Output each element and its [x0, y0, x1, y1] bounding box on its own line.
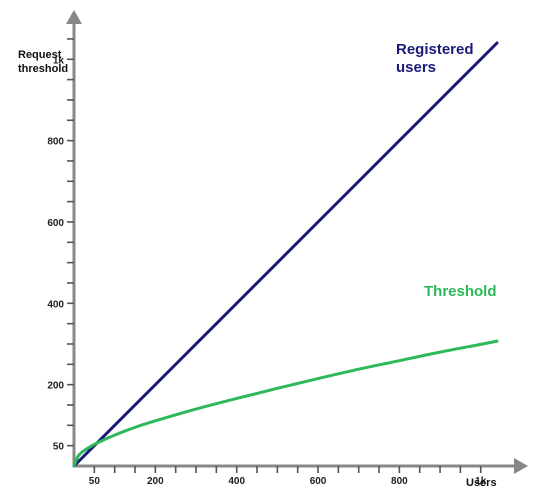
x-tick-label: 400 [228, 476, 245, 487]
x-tick-label: 800 [391, 476, 408, 487]
x-axis-title: Users [466, 477, 497, 489]
threshold-label: Threshold [424, 283, 497, 300]
y-tick-label: 1k [53, 55, 65, 66]
x-axis-arrow-icon [514, 458, 528, 474]
registered-users-label-line-1: Registered [396, 41, 474, 58]
y-tick-label: 200 [47, 381, 64, 392]
x-tick-label: 600 [310, 476, 327, 487]
x-tick-label: 200 [147, 476, 164, 487]
series-line-registered-users [72, 41, 499, 468]
y-tick-label: 400 [47, 299, 64, 310]
series-line-threshold [72, 339, 499, 468]
tick-labels: 50 200 400 600 800 1k 50 200 400 600 800 1k [47, 55, 486, 487]
y-tick-label: 800 [47, 137, 64, 148]
series-layer [72, 41, 499, 468]
minor-ticks [67, 38, 482, 473]
y-tick-label: 600 [47, 218, 64, 229]
y-axis-title-line-2: threshold [18, 63, 68, 75]
x-tick-label: 1k [475, 476, 487, 487]
x-tick-label: 50 [89, 476, 101, 487]
registered-users-label-line-2: users [396, 59, 436, 76]
y-tick-label: 50 [53, 442, 65, 453]
y-axis-arrow-icon [66, 10, 82, 24]
y-axis-title-line-1: Request [18, 49, 62, 61]
